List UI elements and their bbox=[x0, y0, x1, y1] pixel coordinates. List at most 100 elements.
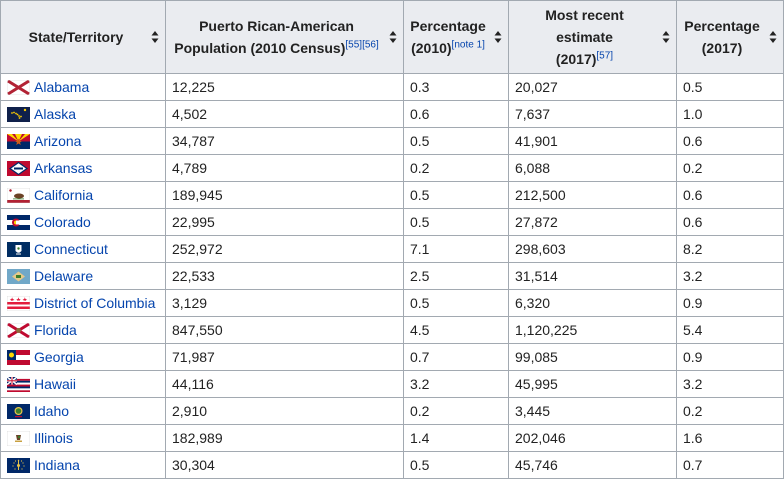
header-state-territory[interactable]: State/Territory bbox=[0, 0, 166, 74]
estimate-2017-cell: 6,320 bbox=[508, 289, 677, 317]
estimate-2017-cell: 31,514 bbox=[508, 262, 677, 290]
state-link[interactable]: Indiana bbox=[34, 457, 80, 473]
percentage-2017-cell: 1.6 bbox=[676, 424, 784, 452]
header-percentage-2017-line2: (2017) bbox=[701, 40, 743, 56]
state-link[interactable]: Hawaii bbox=[34, 376, 77, 392]
estimate-2017-cell: 298,603 bbox=[508, 235, 677, 263]
percentage-2010-cell: 0.2 bbox=[403, 397, 509, 425]
table-row: Illinois 182,989 1.4 202,046 1.6 bbox=[0, 424, 784, 452]
connecticut-flag-icon bbox=[7, 241, 30, 257]
arkansas-flag-icon bbox=[7, 160, 30, 176]
percentage-2017-cell: 0.9 bbox=[676, 343, 784, 371]
state-cell: Hawaii bbox=[0, 370, 166, 398]
state-cell: Florida bbox=[0, 316, 166, 344]
header-percentage-2010[interactable]: Percentage (2010)[note 1] bbox=[403, 0, 509, 74]
population-2010-cell: 12,225 bbox=[165, 73, 404, 101]
percentage-2010-cell: 0.5 bbox=[403, 208, 509, 236]
state-cell: Indiana bbox=[0, 451, 166, 479]
state-cell: Colorado bbox=[0, 208, 166, 236]
sort-icon[interactable] bbox=[494, 30, 502, 44]
state-cell: Arkansas bbox=[0, 154, 166, 182]
population-2010-cell: 34,787 bbox=[165, 127, 404, 155]
state-link[interactable]: Alaska bbox=[34, 106, 77, 122]
table-row: Arizona 34,787 0.5 41,901 0.6 bbox=[0, 127, 784, 155]
state-cell: California bbox=[0, 181, 166, 209]
sort-icon[interactable] bbox=[151, 30, 159, 44]
percentage-2017-cell: 0.9 bbox=[676, 289, 784, 317]
percentage-2017-cell: 0.2 bbox=[676, 397, 784, 425]
state-link[interactable]: Georgia bbox=[34, 349, 84, 365]
table-row: California 189,945 0.5 212,500 0.6 bbox=[0, 181, 784, 209]
state-link[interactable]: Delaware bbox=[34, 268, 94, 284]
arizona-flag-icon bbox=[7, 133, 30, 149]
percentage-2010-cell: 0.5 bbox=[403, 289, 509, 317]
estimate-2017-cell: 6,088 bbox=[508, 154, 677, 182]
sort-icon[interactable] bbox=[389, 30, 397, 44]
estimate-2017-cell: 45,746 bbox=[508, 451, 677, 479]
percentage-2010-cell: 0.7 bbox=[403, 343, 509, 371]
table-row: Connecticut 252,972 7.1 298,603 8.2 bbox=[0, 235, 784, 263]
state-link[interactable]: Colorado bbox=[34, 214, 91, 230]
sort-icon[interactable] bbox=[769, 30, 777, 44]
reference-link-57[interactable]: [57] bbox=[596, 50, 614, 62]
sort-icon[interactable] bbox=[662, 30, 670, 44]
reference-link-55-56[interactable]: [55][56] bbox=[345, 39, 379, 51]
header-percentage-2017[interactable]: Percentage (2017) bbox=[676, 0, 784, 74]
state-cell: District of Columbia bbox=[0, 289, 166, 317]
header-percentage-2017-line1: Percentage bbox=[684, 18, 760, 34]
percentage-2017-cell: 0.6 bbox=[676, 127, 784, 155]
percentage-2010-cell: 0.3 bbox=[403, 73, 509, 101]
state-link[interactable]: Connecticut bbox=[34, 241, 108, 257]
estimate-2017-cell: 202,046 bbox=[508, 424, 677, 452]
percentage-2017-cell: 0.5 bbox=[676, 73, 784, 101]
state-link[interactable]: District of Columbia bbox=[34, 295, 156, 311]
percentage-2017-cell: 0.6 bbox=[676, 208, 784, 236]
table-row: Georgia 71,987 0.7 99,085 0.9 bbox=[0, 343, 784, 371]
colorado-flag-icon bbox=[7, 214, 30, 230]
state-cell: Alaska bbox=[0, 100, 166, 128]
percentage-2017-cell: 8.2 bbox=[676, 235, 784, 263]
state-link[interactable]: Florida bbox=[34, 322, 77, 338]
population-2010-cell: 252,972 bbox=[165, 235, 404, 263]
note-1-link[interactable]: [note 1] bbox=[451, 39, 485, 51]
percentage-2017-cell: 3.2 bbox=[676, 370, 784, 398]
state-link[interactable]: Idaho bbox=[34, 403, 70, 419]
header-percentage-2010-line2: (2010) bbox=[411, 40, 452, 56]
state-link[interactable]: Alabama bbox=[34, 79, 90, 95]
population-2010-cell: 182,989 bbox=[165, 424, 404, 452]
population-2010-cell: 3,129 bbox=[165, 289, 404, 317]
state-link[interactable]: Illinois bbox=[34, 430, 73, 446]
estimate-2017-cell: 1,120,225 bbox=[508, 316, 677, 344]
header-population-2010-line1: Puerto Rican-American bbox=[199, 18, 354, 34]
percentage-2017-cell: 3.2 bbox=[676, 262, 784, 290]
georgia-flag-icon bbox=[7, 349, 30, 365]
indiana-flag-icon bbox=[7, 457, 30, 473]
estimate-2017-cell: 45,995 bbox=[508, 370, 677, 398]
state-cell: Delaware bbox=[0, 262, 166, 290]
table-row: Arkansas 4,789 0.2 6,088 0.2 bbox=[0, 154, 784, 182]
california-flag-icon bbox=[7, 187, 30, 203]
table-row: Delaware 22,533 2.5 31,514 3.2 bbox=[0, 262, 784, 290]
state-cell: Arizona bbox=[0, 127, 166, 155]
state-link[interactable]: California bbox=[34, 187, 94, 203]
header-population-2010[interactable]: Puerto Rican-American Population (2010 C… bbox=[165, 0, 404, 74]
header-estimate-2017[interactable]: Most recent estimate (2017)[57] bbox=[508, 0, 677, 74]
table-row: District of Columbia 3,129 0.5 6,320 0.9 bbox=[0, 289, 784, 317]
percentage-2010-cell: 7.1 bbox=[403, 235, 509, 263]
population-2010-cell: 189,945 bbox=[165, 181, 404, 209]
table-row: Alabama 12,225 0.3 20,027 0.5 bbox=[0, 73, 784, 101]
estimate-2017-cell: 3,445 bbox=[508, 397, 677, 425]
state-link[interactable]: Arkansas bbox=[34, 160, 93, 176]
population-2010-cell: 847,550 bbox=[165, 316, 404, 344]
population-2010-cell: 4,502 bbox=[165, 100, 404, 128]
state-link[interactable]: Arizona bbox=[34, 133, 82, 149]
percentage-2017-cell: 1.0 bbox=[676, 100, 784, 128]
percentage-2010-cell: 4.5 bbox=[403, 316, 509, 344]
percentage-2010-cell: 0.2 bbox=[403, 154, 509, 182]
header-row: State/Territory Puerto Rican-American Po… bbox=[0, 0, 784, 74]
idaho-flag-icon bbox=[7, 403, 30, 419]
population-2010-cell: 30,304 bbox=[165, 451, 404, 479]
alabama-flag-icon bbox=[7, 79, 30, 95]
population-2010-cell: 2,910 bbox=[165, 397, 404, 425]
